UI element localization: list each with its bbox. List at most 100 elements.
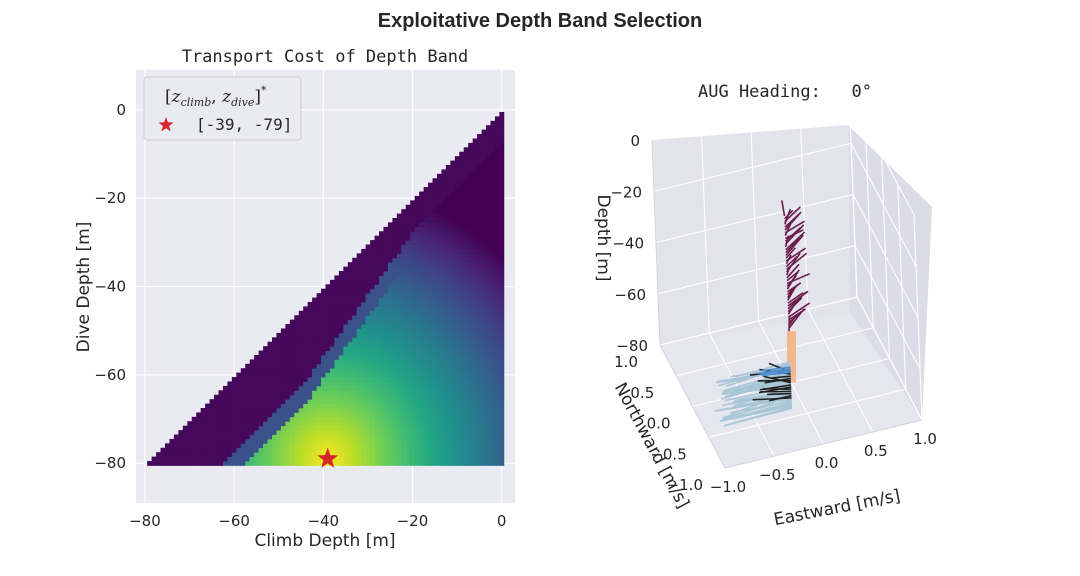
heatmap-cell xyxy=(338,390,344,396)
grid-line-floor xyxy=(676,327,874,377)
heatmap-cell xyxy=(414,359,420,365)
heatmap-cell xyxy=(258,456,264,462)
heatmap-cell xyxy=(481,385,487,391)
heatmap-cell xyxy=(392,341,398,347)
heatmap-cell xyxy=(414,319,420,325)
heatmap-cell xyxy=(490,248,496,254)
heatmap-cell xyxy=(401,363,407,369)
heatmap-cell xyxy=(361,408,367,413)
heatmap-cell xyxy=(445,461,451,466)
heatmap-cell xyxy=(436,182,442,188)
heatmap-cell xyxy=(379,341,384,347)
heatmap-cell xyxy=(468,209,474,214)
heatmap-cell xyxy=(396,297,402,303)
heatmap-cell xyxy=(343,443,349,449)
x-tick-label: −1.0 xyxy=(710,478,746,496)
heatmap-cell xyxy=(450,240,456,245)
heatmap-cell xyxy=(209,425,215,431)
heatmap-cell xyxy=(494,368,500,374)
heatmap-cell xyxy=(374,262,380,268)
heatmap-cell xyxy=(423,209,429,214)
heatmap-cell xyxy=(477,151,482,157)
heatmap-cell xyxy=(414,368,420,374)
heatmap-cell xyxy=(441,244,447,250)
heatmap-cell xyxy=(445,394,451,400)
heatmap-cell xyxy=(392,354,398,360)
heatmap-cell xyxy=(182,425,188,431)
heatmap-cell xyxy=(218,438,224,444)
heatmap-cell xyxy=(441,434,447,440)
heatmap-cell xyxy=(423,359,429,365)
heatmap-cell xyxy=(428,266,433,272)
heatmap-cell xyxy=(436,363,442,369)
heatmap-cell xyxy=(401,461,407,466)
heatmap-cell xyxy=(227,421,233,427)
heatmap-cell xyxy=(160,452,166,458)
quiver-arrow xyxy=(722,370,791,392)
y-tick-label: 0.0 xyxy=(647,415,671,433)
heatmap-cell xyxy=(303,350,309,356)
heatmap-cell xyxy=(356,425,362,431)
heatmap-cell xyxy=(486,204,491,210)
heatmap-cell xyxy=(307,461,313,466)
heatmap-cell xyxy=(463,235,469,241)
heatmap-cell xyxy=(370,350,375,356)
heatmap-cell xyxy=(405,288,411,294)
z-tick-label: −40 xyxy=(612,235,644,253)
heatmap-cell xyxy=(280,368,286,374)
heatmap-y-tick-labels: −80−60−40−200 xyxy=(94,101,126,472)
heatmap-cell xyxy=(468,160,474,166)
heatmap-cell xyxy=(477,187,482,192)
heatmap-cell xyxy=(463,301,469,307)
heatmap-cell xyxy=(441,288,447,294)
heatmap-cell xyxy=(410,328,416,334)
heatmap-cell xyxy=(365,359,371,365)
heatmap-cell xyxy=(436,346,442,351)
heatmap-cell xyxy=(432,377,438,382)
heatmap-cell xyxy=(463,456,469,462)
heatmap-cell xyxy=(445,341,451,347)
heatmap-cell xyxy=(352,372,358,378)
heatmap-cell xyxy=(450,226,456,232)
heatmap-cell xyxy=(454,235,460,241)
heatmap-cell xyxy=(263,416,268,422)
heatmap-cell xyxy=(383,416,389,422)
heatmap-cell xyxy=(329,416,335,422)
heatmap-cell xyxy=(436,421,442,427)
heatmap-cell xyxy=(392,390,398,396)
heatmap-cell xyxy=(379,408,384,413)
heatmap-cell xyxy=(450,372,456,378)
heatmap-cell xyxy=(436,279,442,285)
heatmap-cell xyxy=(419,381,424,387)
heatmap-cell xyxy=(200,461,206,466)
heatmap-cell xyxy=(450,408,456,413)
heatmap-cell xyxy=(236,443,242,449)
heatmap-cell xyxy=(249,363,255,369)
heatmap-cell xyxy=(463,257,469,263)
heatmap-cell xyxy=(414,306,420,312)
heatmap-cell xyxy=(387,235,393,241)
heatmap-cell xyxy=(486,244,491,250)
heatmap-cell xyxy=(401,324,407,329)
heatmap-cell xyxy=(356,257,362,263)
heatmap-cell xyxy=(410,377,416,382)
heatmap-cell xyxy=(312,425,317,431)
heatmap-cell xyxy=(477,297,482,303)
heatmap-cell xyxy=(463,200,469,206)
heatmap-cell xyxy=(365,266,371,272)
heatmap-cell xyxy=(454,315,460,321)
heatmap-cell xyxy=(486,452,491,458)
heatmap-cell xyxy=(383,399,389,404)
heatmap-cell xyxy=(472,235,478,241)
heatmap-cell xyxy=(370,328,375,334)
heatmap-cell xyxy=(499,408,505,413)
heatmap-cell xyxy=(494,248,500,254)
heatmap-cell xyxy=(459,209,465,214)
heatmap-cell xyxy=(374,284,380,290)
heatmap-cell xyxy=(280,412,286,418)
heatmap-cell xyxy=(490,169,496,175)
heatmap-cell xyxy=(258,354,264,360)
heatmap-cell xyxy=(267,359,273,365)
heatmap-cell xyxy=(173,447,179,453)
heatmap-cell xyxy=(361,425,367,431)
